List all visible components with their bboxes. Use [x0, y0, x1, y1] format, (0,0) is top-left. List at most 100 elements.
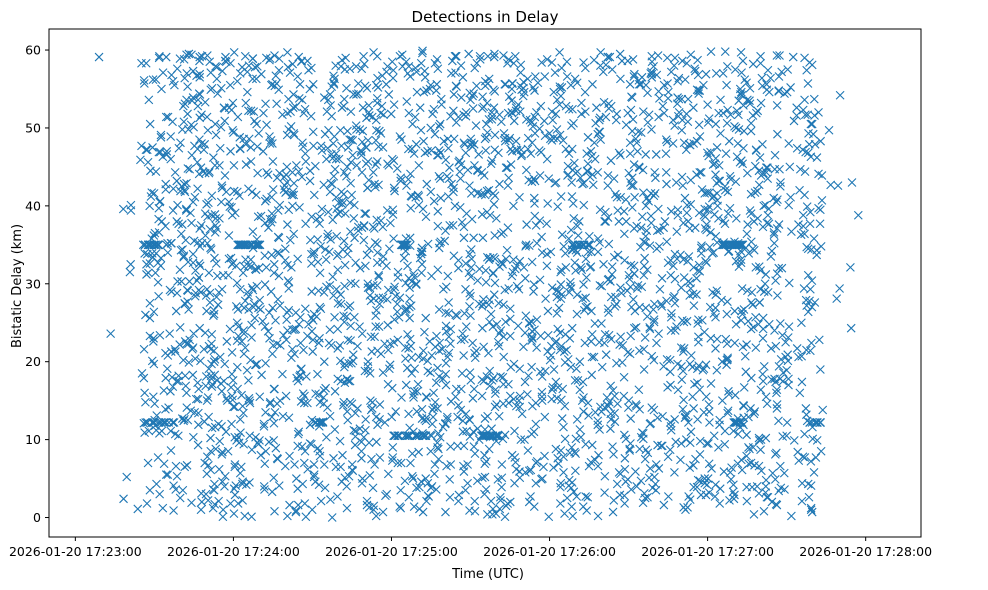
data-point	[784, 380, 793, 390]
data-point	[373, 346, 382, 356]
data-point	[587, 370, 597, 380]
data-point	[489, 199, 499, 209]
data-point	[663, 87, 673, 97]
data-point	[649, 317, 659, 327]
data-point	[335, 356, 345, 366]
data-point	[805, 219, 815, 229]
data-point	[640, 333, 650, 342]
data-point	[572, 414, 582, 424]
data-point	[382, 261, 391, 271]
data-point	[418, 354, 428, 363]
data-point	[756, 435, 766, 444]
data-point	[761, 200, 770, 210]
data-point	[371, 182, 380, 192]
data-point	[284, 305, 294, 315]
data-point	[259, 108, 268, 118]
data-point	[228, 98, 238, 108]
data-point	[233, 499, 243, 508]
data-point	[229, 47, 239, 57]
data-point	[291, 324, 301, 334]
data-point	[389, 234, 398, 243]
data-point	[301, 512, 311, 522]
data-point	[187, 498, 196, 508]
data-point	[680, 193, 690, 203]
data-point	[807, 418, 817, 427]
data-point	[221, 427, 231, 437]
data-point	[478, 92, 488, 102]
data-point	[670, 467, 679, 477]
data-point	[758, 369, 768, 379]
data-point	[337, 187, 346, 197]
data-point	[524, 318, 534, 328]
data-point	[309, 190, 319, 200]
data-point	[405, 423, 415, 433]
data-point	[269, 259, 279, 269]
data-point	[615, 490, 625, 500]
data-point	[317, 204, 327, 214]
data-point	[467, 214, 477, 224]
data-point	[547, 385, 557, 395]
data-point	[444, 174, 454, 183]
data-point	[329, 78, 339, 88]
data-point	[798, 210, 808, 220]
data-point	[150, 399, 160, 409]
data-point	[242, 87, 252, 97]
data-point	[560, 401, 570, 411]
data-point	[589, 55, 599, 65]
data-point	[410, 112, 420, 122]
data-point	[581, 302, 591, 312]
data-point	[807, 60, 817, 70]
data-point	[220, 116, 230, 126]
data-point	[364, 100, 374, 110]
data-point	[729, 418, 739, 427]
data-point	[561, 144, 571, 154]
data-point	[607, 65, 617, 74]
data-point	[245, 396, 254, 406]
data-point	[537, 232, 547, 242]
data-point	[520, 328, 530, 338]
data-point	[486, 159, 496, 169]
data-point	[750, 188, 760, 198]
data-point	[853, 210, 863, 220]
data-point	[627, 302, 636, 312]
data-point	[686, 50, 696, 60]
data-point	[487, 114, 497, 124]
data-point	[145, 331, 155, 341]
data-point	[504, 284, 514, 293]
data-point	[217, 66, 227, 76]
data-point	[308, 316, 318, 325]
data-point	[167, 287, 176, 296]
data-point	[597, 362, 607, 372]
data-point	[490, 86, 500, 96]
data-point	[685, 140, 695, 150]
data-point	[179, 251, 189, 261]
data-point	[301, 372, 311, 381]
data-point	[490, 389, 500, 399]
data-point	[583, 492, 593, 502]
data-point	[494, 329, 504, 339]
data-point	[761, 481, 771, 491]
data-point	[704, 202, 714, 212]
data-point	[389, 100, 399, 109]
data-point	[606, 292, 616, 302]
data-point	[196, 163, 206, 173]
data-point	[469, 442, 479, 452]
y-tick-label: 10	[25, 432, 41, 447]
data-point	[737, 465, 747, 475]
data-point	[214, 496, 224, 506]
data-point	[665, 445, 675, 455]
data-point	[215, 436, 225, 446]
data-point	[561, 101, 571, 111]
data-point	[835, 284, 844, 293]
data-point	[711, 344, 720, 353]
data-point	[769, 238, 779, 248]
data-point	[777, 67, 787, 77]
data-point	[240, 51, 250, 61]
data-point	[299, 458, 309, 468]
data-point	[497, 473, 507, 483]
data-point	[680, 75, 690, 85]
data-point	[161, 185, 171, 194]
data-point	[283, 62, 293, 72]
data-point	[663, 79, 672, 88]
data-point	[224, 270, 233, 280]
